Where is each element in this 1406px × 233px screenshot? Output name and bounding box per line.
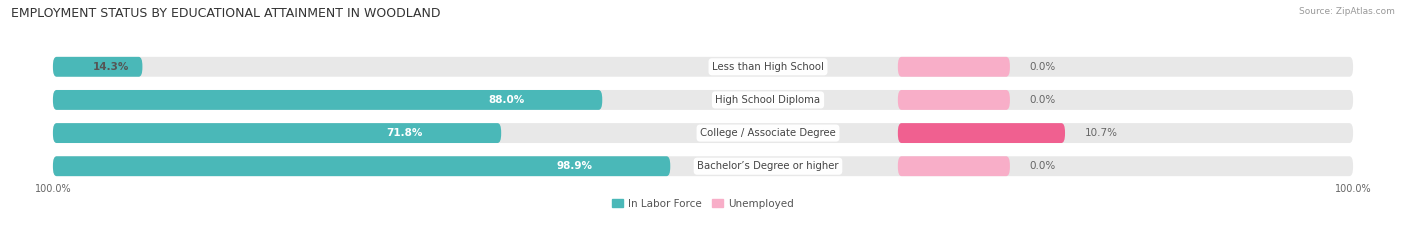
FancyBboxPatch shape xyxy=(53,90,1353,110)
Text: 14.3%: 14.3% xyxy=(93,62,129,72)
FancyBboxPatch shape xyxy=(898,156,1010,176)
FancyBboxPatch shape xyxy=(53,156,1353,176)
Text: 100.0%: 100.0% xyxy=(1334,184,1371,194)
Legend: In Labor Force, Unemployed: In Labor Force, Unemployed xyxy=(609,194,797,213)
Text: Bachelor’s Degree or higher: Bachelor’s Degree or higher xyxy=(697,161,839,171)
FancyBboxPatch shape xyxy=(53,90,602,110)
FancyBboxPatch shape xyxy=(53,57,1353,77)
Text: EMPLOYMENT STATUS BY EDUCATIONAL ATTAINMENT IN WOODLAND: EMPLOYMENT STATUS BY EDUCATIONAL ATTAINM… xyxy=(11,7,440,20)
FancyBboxPatch shape xyxy=(53,123,1353,143)
Text: 88.0%: 88.0% xyxy=(488,95,524,105)
Text: Source: ZipAtlas.com: Source: ZipAtlas.com xyxy=(1299,7,1395,16)
FancyBboxPatch shape xyxy=(898,90,1010,110)
FancyBboxPatch shape xyxy=(53,123,501,143)
FancyBboxPatch shape xyxy=(53,57,142,77)
Text: Less than High School: Less than High School xyxy=(711,62,824,72)
FancyBboxPatch shape xyxy=(898,123,1064,143)
Text: High School Diploma: High School Diploma xyxy=(716,95,821,105)
Text: 0.0%: 0.0% xyxy=(1029,161,1056,171)
FancyBboxPatch shape xyxy=(53,156,671,176)
Text: 0.0%: 0.0% xyxy=(1029,95,1056,105)
Text: 98.9%: 98.9% xyxy=(557,161,592,171)
Text: 10.7%: 10.7% xyxy=(1084,128,1118,138)
FancyBboxPatch shape xyxy=(898,57,1010,77)
Text: College / Associate Degree: College / Associate Degree xyxy=(700,128,837,138)
Text: 100.0%: 100.0% xyxy=(35,184,72,194)
Text: 0.0%: 0.0% xyxy=(1029,62,1056,72)
Text: 71.8%: 71.8% xyxy=(387,128,423,138)
